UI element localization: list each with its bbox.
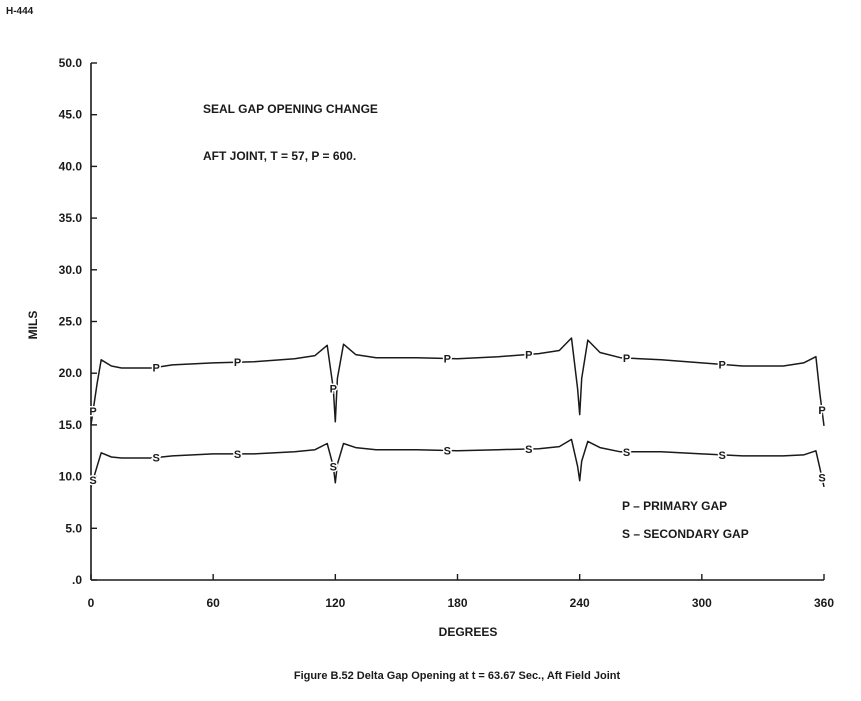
y-axis-label: MILS (26, 311, 40, 340)
series-line-p (90, 337, 825, 426)
y-tick-label: 25.0 (59, 315, 83, 329)
y-tick-label: 40.0 (59, 159, 83, 173)
series-marker-p: P (818, 405, 825, 417)
series-line-s (90, 438, 825, 488)
axes: .0 5.0 10.0 15.0 20.0 25.0 30.0 35.0 40.0 45.0 50.… (59, 56, 835, 610)
y-tick-label: 15.0 (59, 418, 83, 432)
series-marker-p: P (89, 406, 96, 418)
x-tick-label: 120 (325, 596, 345, 610)
series-marker-s: S (153, 453, 160, 465)
x-axis-label: DEGREES (439, 625, 498, 639)
x-tick-label: 360 (814, 596, 834, 610)
y-tick-label: 30.0 (59, 263, 83, 277)
x-tick-label: 240 (570, 596, 590, 610)
series-marker-p: P (153, 362, 160, 374)
series-marker-s: S (719, 450, 726, 462)
x-tick-label: 60 (206, 596, 220, 610)
series-marker-s: S (234, 449, 241, 461)
y-tick-label: .0 (72, 573, 82, 587)
y-tick-label: 20.0 (59, 366, 83, 380)
series-marker-p: P (623, 353, 630, 365)
series-marker-p: P (234, 357, 241, 369)
chart-subtitle: AFT JOINT, T = 57, P = 600. (203, 149, 356, 163)
series-marker-s: S (330, 461, 337, 473)
y-tick-label: 50.0 (59, 56, 83, 70)
legend-primary: P – PRIMARY GAP (622, 499, 727, 513)
series-marker-p: P (525, 349, 532, 361)
series-marker-p: P (330, 384, 337, 396)
y-tick-label: 35.0 (59, 211, 83, 225)
series-marker-s: S (818, 473, 825, 485)
x-tick-label: 0 (88, 596, 95, 610)
series-marker-s: S (623, 447, 630, 459)
legend-secondary: S – SECONDARY GAP (622, 527, 749, 541)
series-marker-p: P (719, 359, 726, 371)
document-id: H-444 (6, 6, 34, 17)
series-marker-s: S (525, 444, 532, 456)
figure-caption: Figure B.52 Delta Gap Opening at t = 63.… (294, 670, 621, 682)
x-tick-label: 180 (447, 596, 467, 610)
series-marker-p: P (444, 354, 451, 366)
series-marker-s: S (444, 446, 451, 458)
x-tick-label: 300 (692, 596, 712, 610)
series-marker-s: S (89, 475, 96, 487)
y-tick-label: 5.0 (65, 521, 82, 535)
series-layer: P P P P P P P P P S S S S S S S S S (88, 337, 827, 489)
chart-title: SEAL GAP OPENING CHANGE (203, 102, 378, 116)
y-tick-label: 45.0 (59, 108, 83, 122)
y-tick-label: 10.0 (59, 470, 83, 484)
